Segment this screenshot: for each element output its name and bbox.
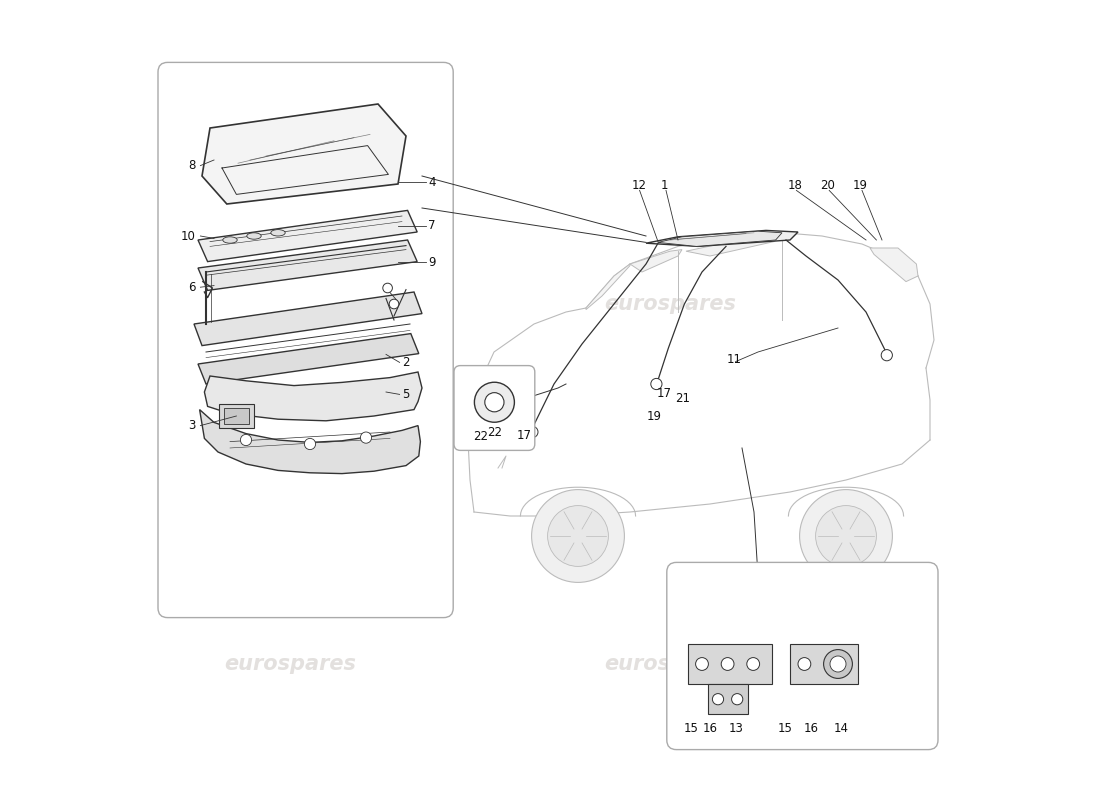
- Circle shape: [722, 658, 734, 670]
- Polygon shape: [199, 410, 420, 474]
- Polygon shape: [686, 235, 782, 256]
- Bar: [223, 408, 250, 424]
- Text: 9: 9: [428, 256, 436, 269]
- Polygon shape: [630, 250, 682, 272]
- Circle shape: [732, 694, 742, 705]
- Circle shape: [824, 650, 852, 678]
- Text: 3: 3: [188, 419, 196, 432]
- Text: 20: 20: [821, 179, 835, 192]
- Circle shape: [815, 506, 877, 566]
- Polygon shape: [205, 372, 422, 421]
- Polygon shape: [688, 644, 771, 684]
- Text: 5: 5: [402, 388, 409, 401]
- Text: eurospares: eurospares: [604, 294, 736, 314]
- Circle shape: [695, 658, 708, 670]
- Circle shape: [527, 426, 538, 438]
- Text: 10: 10: [180, 230, 196, 242]
- Bar: [219, 404, 254, 428]
- Circle shape: [800, 490, 892, 582]
- Text: 8: 8: [188, 159, 196, 172]
- Circle shape: [485, 393, 504, 412]
- Circle shape: [474, 382, 515, 422]
- Text: eurospares: eurospares: [604, 654, 736, 674]
- Text: 16: 16: [703, 722, 717, 734]
- Polygon shape: [586, 264, 630, 310]
- Text: 21: 21: [675, 392, 691, 405]
- Ellipse shape: [271, 230, 285, 236]
- Text: 16: 16: [803, 722, 818, 734]
- Text: 18: 18: [788, 179, 802, 192]
- Polygon shape: [870, 248, 918, 282]
- Polygon shape: [707, 684, 748, 714]
- Text: eurospares: eurospares: [224, 294, 356, 314]
- Text: 1: 1: [661, 179, 668, 192]
- Text: 2: 2: [402, 356, 409, 369]
- Circle shape: [881, 350, 892, 361]
- Text: 11: 11: [726, 354, 741, 366]
- Circle shape: [241, 434, 252, 446]
- Text: 22: 22: [487, 426, 502, 438]
- Text: 19: 19: [647, 410, 661, 422]
- Polygon shape: [646, 230, 798, 246]
- Text: 19: 19: [852, 179, 868, 192]
- Circle shape: [830, 656, 846, 672]
- FancyBboxPatch shape: [667, 562, 938, 750]
- Polygon shape: [202, 104, 406, 204]
- Text: 12: 12: [632, 179, 647, 192]
- Circle shape: [383, 283, 393, 293]
- Text: 17: 17: [657, 387, 672, 400]
- Text: 22: 22: [473, 430, 488, 442]
- Text: 17: 17: [517, 429, 532, 442]
- Polygon shape: [790, 644, 858, 684]
- Circle shape: [747, 658, 760, 670]
- Ellipse shape: [246, 233, 261, 239]
- Text: 15: 15: [778, 722, 793, 734]
- FancyBboxPatch shape: [454, 366, 535, 450]
- Text: 15: 15: [683, 722, 698, 734]
- Ellipse shape: [223, 237, 238, 243]
- Text: eurospares: eurospares: [224, 654, 356, 674]
- Polygon shape: [198, 240, 417, 290]
- Circle shape: [651, 378, 662, 390]
- Circle shape: [531, 490, 625, 582]
- Circle shape: [305, 438, 316, 450]
- Circle shape: [361, 432, 372, 443]
- Circle shape: [548, 506, 608, 566]
- Circle shape: [798, 658, 811, 670]
- Polygon shape: [198, 334, 419, 384]
- Text: 7: 7: [428, 219, 436, 232]
- Text: 14: 14: [834, 722, 849, 734]
- Text: 13: 13: [729, 722, 744, 734]
- Circle shape: [713, 694, 724, 705]
- FancyBboxPatch shape: [158, 62, 453, 618]
- Text: 4: 4: [428, 176, 436, 189]
- Text: 6: 6: [188, 281, 196, 294]
- Polygon shape: [198, 210, 417, 262]
- Polygon shape: [658, 231, 782, 246]
- Circle shape: [389, 299, 399, 309]
- Polygon shape: [194, 292, 422, 346]
